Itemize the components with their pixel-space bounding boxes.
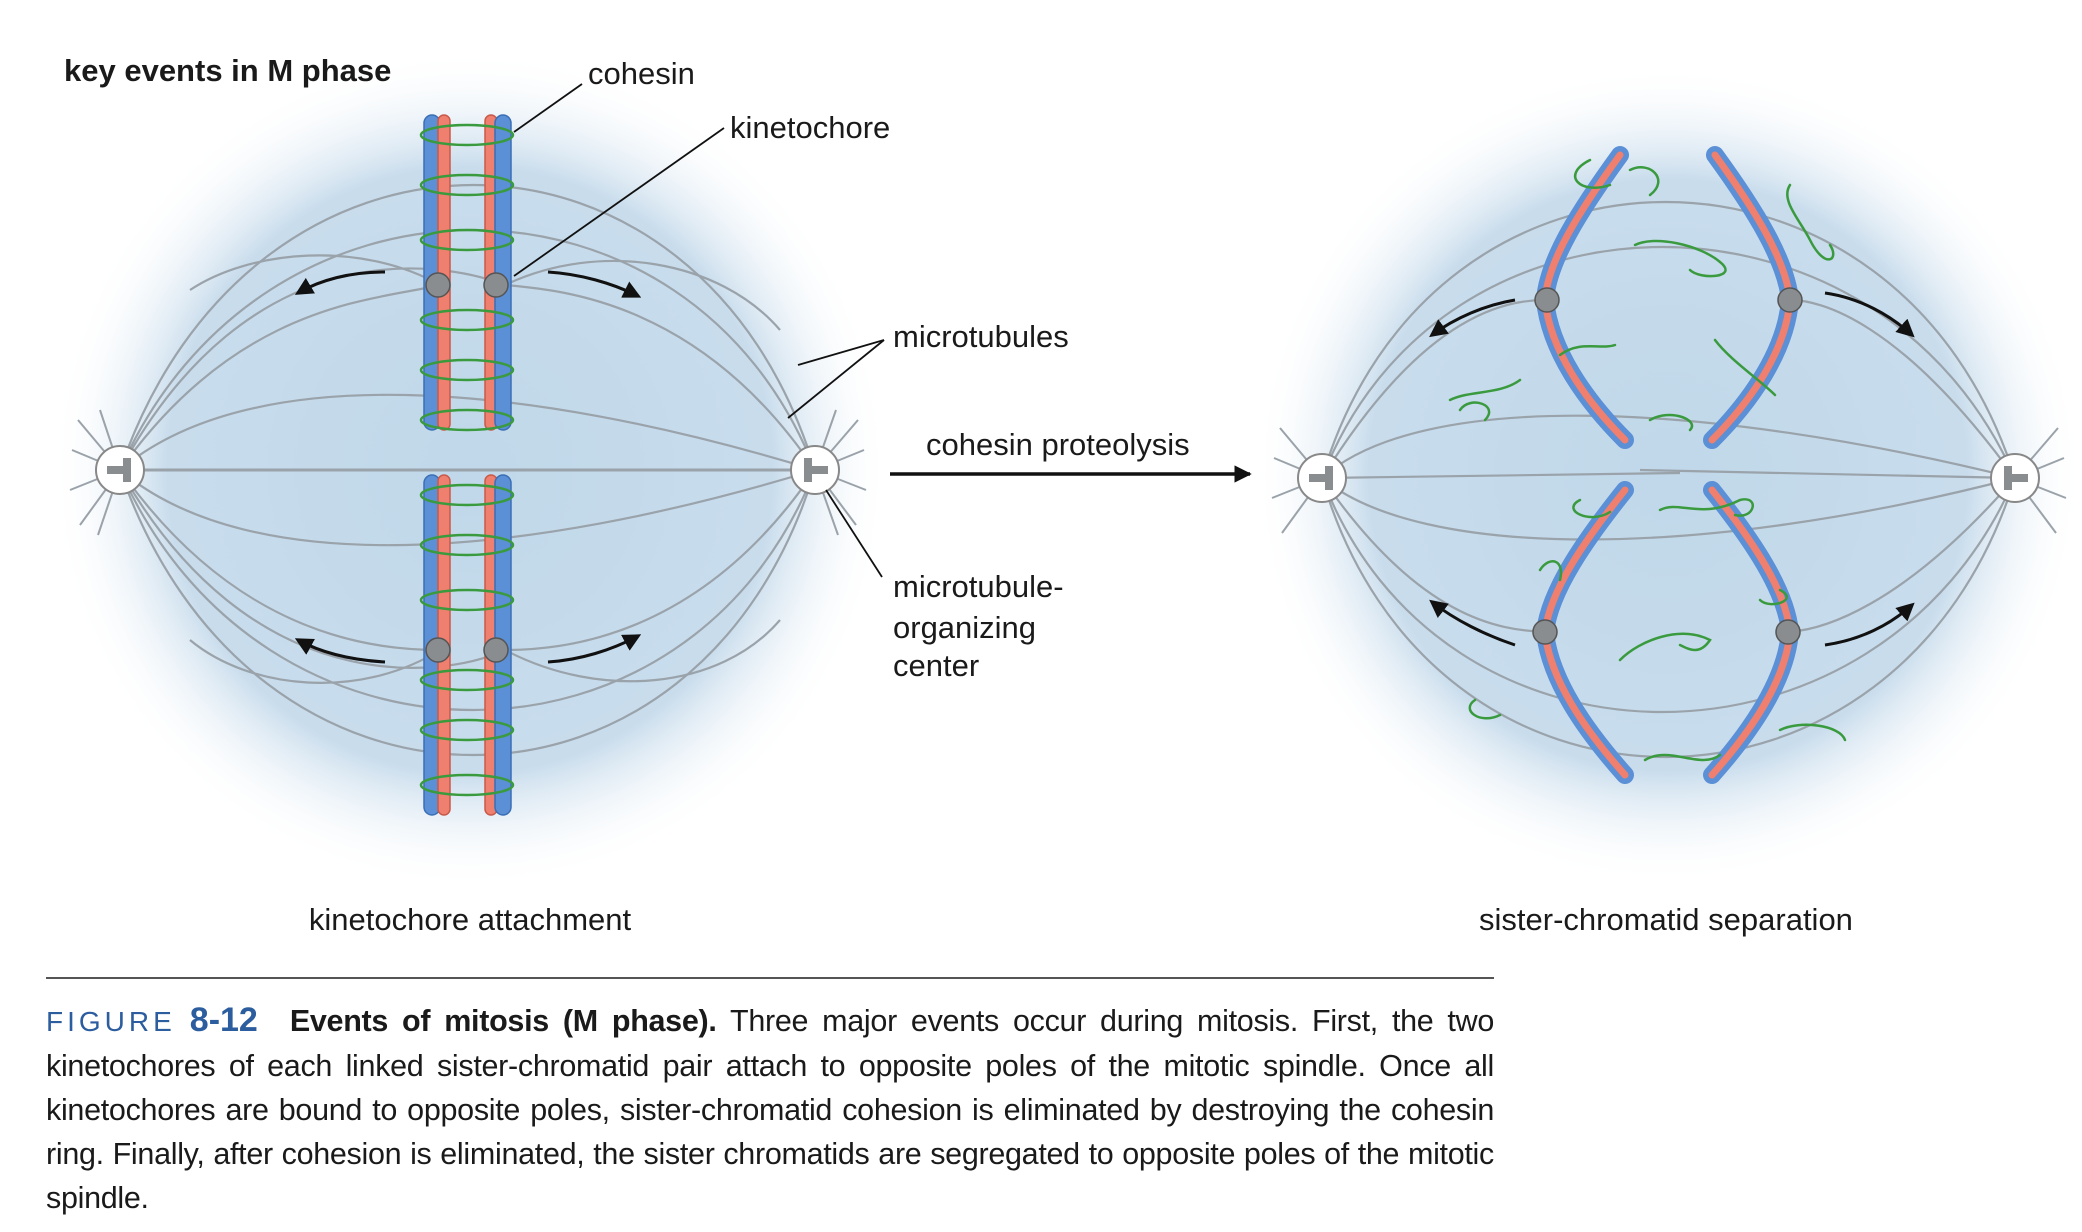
- kinetochore: [483, 637, 509, 663]
- right-panel-right-mtoc: [1990, 453, 2040, 503]
- right-motion-arrows: [1429, 291, 1915, 647]
- kinetochore: [483, 272, 509, 298]
- mtoc-label-line1: microtubule-: [893, 569, 1064, 604]
- right-spindle: [1253, 65, 2082, 885]
- left-motion-arrows: [294, 270, 642, 664]
- left-spindle: [50, 50, 890, 890]
- arrow: [547, 270, 642, 298]
- left-bottom-chromatid-pair: [419, 474, 515, 816]
- cohesin-label: cohesin: [588, 56, 695, 91]
- cohesin-rings: [419, 483, 515, 797]
- left-microtubules: [118, 183, 817, 757]
- left-top-chromatid-pair: [419, 114, 515, 432]
- kinetochore-label: kinetochore: [730, 110, 890, 145]
- arrow: [1429, 599, 1516, 647]
- caption-title: Events of mitosis (M phase).: [289, 1004, 717, 1038]
- cohesin-proteolysis-label: cohesin proteolysis: [926, 427, 1190, 462]
- caption-divider: [46, 977, 1494, 979]
- arrow: [547, 634, 642, 664]
- mtoc-label-line2: organizing: [893, 610, 1036, 645]
- caption-body: Three major events occur during mitosis.…: [46, 1004, 1494, 1215]
- kinetochore: [1532, 619, 1558, 645]
- figure-caption: FIGURE 8-12 Events of mitosis (M phase).…: [46, 998, 1494, 1220]
- cohesin-rings: [419, 123, 515, 432]
- leader-lines: [513, 83, 885, 578]
- arrow: [1824, 602, 1915, 647]
- figure-number: 8-12: [189, 1001, 258, 1039]
- microtubules-label: microtubules: [893, 319, 1069, 354]
- figure-word: FIGURE: [46, 1006, 176, 1037]
- kinetochore: [425, 272, 451, 298]
- right-mtoc-pole: [790, 445, 840, 495]
- kinetochore: [1777, 287, 1803, 313]
- right-microtubules: [1320, 200, 2017, 759]
- left-mtoc-pole: [95, 445, 145, 495]
- arrow: [1824, 291, 1915, 338]
- kinetochore: [425, 637, 451, 663]
- right-spindle-glow: [1253, 65, 2082, 885]
- heading: key events in M phase: [64, 53, 391, 88]
- cleaved-cohesin-fragments: [1448, 158, 1847, 762]
- right-panel-title: sister-chromatid separation: [1479, 902, 1853, 937]
- kinetochore: [1775, 619, 1801, 645]
- arrow: [294, 638, 386, 664]
- arrow: [294, 270, 386, 295]
- right-kinetochores: [1532, 287, 1803, 645]
- arrow: [1429, 298, 1516, 338]
- kinetochore: [1534, 287, 1560, 313]
- mtoc-label-line3: center: [893, 648, 979, 683]
- left-panel-title: kinetochore attachment: [309, 902, 632, 937]
- right-panel-left-mtoc: [1297, 453, 1347, 503]
